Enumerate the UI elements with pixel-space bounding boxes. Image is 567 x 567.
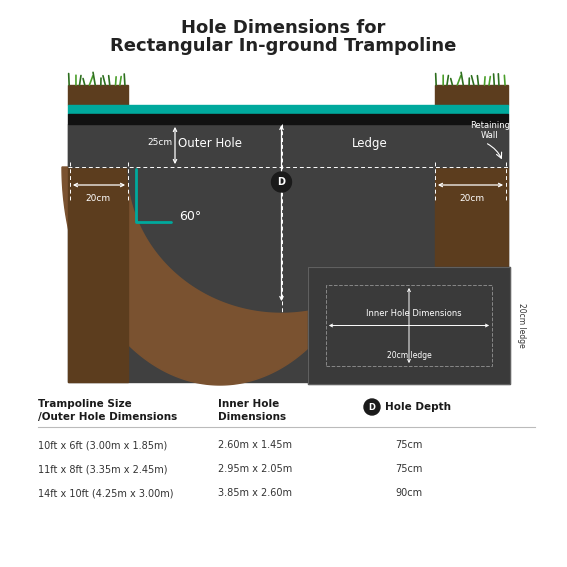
Text: 20cm: 20cm [459, 194, 484, 203]
Text: 60°: 60° [179, 210, 201, 223]
Bar [308, 267, 510, 384]
Text: Trampoline Size
/Outer Hole Dimensions: Trampoline Size /Outer Hole Dimensions [38, 399, 177, 422]
Text: Outer Hole: Outer Hole [178, 137, 242, 150]
Text: Inner Hole
Dimensions: Inner Hole Dimensions [218, 399, 286, 422]
Text: 2.60m x 1.45m: 2.60m x 1.45m [218, 440, 292, 450]
Bar [326, 285, 492, 366]
Text: 14ft x 10ft (4.25m x 3.00m): 14ft x 10ft (4.25m x 3.00m) [38, 488, 174, 498]
Polygon shape [128, 167, 435, 312]
Text: 20cm ledge: 20cm ledge [387, 351, 431, 360]
Text: Retaining
Wall: Retaining Wall [470, 121, 510, 140]
Text: D: D [277, 177, 286, 187]
Text: 20cm ledge: 20cm ledge [517, 303, 526, 348]
Text: Inner Hole Dimensions: Inner Hole Dimensions [366, 308, 462, 318]
Text: 20cm: 20cm [86, 194, 111, 203]
Bar [308, 267, 510, 384]
Bar [68, 167, 128, 382]
Bar [68, 124, 508, 167]
Text: 3.85m x 2.60m: 3.85m x 2.60m [218, 488, 292, 498]
Text: 25cm: 25cm [147, 138, 172, 147]
Polygon shape [62, 167, 378, 385]
Circle shape [272, 172, 291, 192]
Text: Hole Depth: Hole Depth [385, 402, 451, 412]
Bar [435, 167, 508, 382]
Text: 90cm: 90cm [395, 488, 422, 498]
Bar [435, 85, 508, 105]
Bar [68, 114, 508, 124]
Text: Rectangular In-ground Trampoline: Rectangular In-ground Trampoline [110, 37, 456, 55]
Text: Ledge: Ledge [352, 137, 388, 150]
Circle shape [364, 399, 380, 415]
Text: 10ft x 6ft (3.00m x 1.85m): 10ft x 6ft (3.00m x 1.85m) [38, 440, 167, 450]
Text: D: D [369, 403, 375, 412]
Text: 75cm: 75cm [395, 440, 422, 450]
Text: 11ft x 8ft (3.35m x 2.45m): 11ft x 8ft (3.35m x 2.45m) [38, 464, 167, 474]
Text: 2.95m x 2.05m: 2.95m x 2.05m [218, 464, 292, 474]
Bar [68, 105, 508, 114]
Bar [68, 124, 508, 382]
Text: 75cm: 75cm [395, 464, 422, 474]
Text: Hole Dimensions for: Hole Dimensions for [181, 19, 385, 37]
Bar [68, 85, 128, 105]
